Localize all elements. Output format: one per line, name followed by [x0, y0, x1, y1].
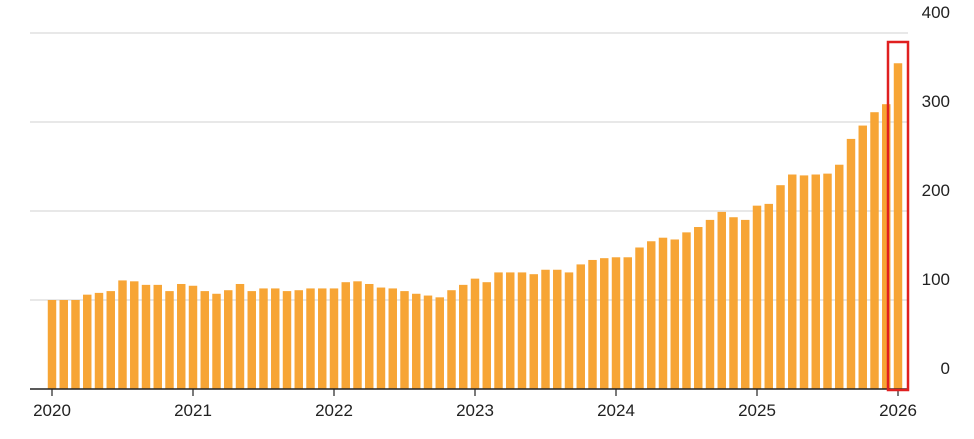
y-tick-label: 100 [922, 270, 950, 289]
y-tick-label: 0 [941, 359, 950, 378]
y-tick-label: 200 [922, 181, 950, 200]
bar [600, 258, 609, 389]
bar [870, 112, 879, 390]
bar [106, 291, 115, 389]
bar [212, 293, 221, 389]
bar [412, 293, 421, 389]
bar [611, 257, 621, 389]
bar [306, 288, 315, 389]
bar [177, 283, 186, 389]
bar [294, 290, 303, 389]
bar [764, 203, 773, 389]
bar [506, 272, 515, 389]
bar [811, 174, 820, 389]
x-tick-label: 2021 [174, 401, 212, 420]
y-tick-label: 400 [922, 3, 950, 22]
bar [165, 291, 174, 389]
bar [705, 219, 715, 389]
bar [576, 264, 585, 389]
bar [200, 291, 209, 389]
bar [564, 272, 574, 389]
bar [529, 274, 538, 389]
bar [83, 294, 92, 389]
bar [717, 211, 726, 389]
bar [423, 295, 433, 389]
bar [224, 290, 233, 389]
bar [118, 280, 127, 389]
bar [741, 219, 750, 389]
x-tick-label: 2025 [738, 401, 776, 420]
bar [153, 284, 162, 389]
bar [517, 272, 527, 389]
bar [882, 104, 891, 389]
bar [858, 125, 867, 389]
bar [635, 247, 644, 389]
bar [247, 291, 256, 389]
bar [388, 288, 397, 389]
bar [588, 259, 597, 389]
bar [329, 288, 339, 389]
bar [271, 288, 280, 389]
bar [776, 185, 785, 389]
bar [682, 232, 691, 389]
x-tick-label: 2026 [879, 401, 917, 420]
bar [400, 291, 409, 389]
bar [376, 287, 386, 389]
bar [729, 217, 738, 389]
x-tick-label: 2020 [33, 401, 71, 420]
bar [459, 284, 468, 389]
bar [47, 300, 57, 389]
bar [623, 257, 632, 389]
x-tick-label: 2023 [456, 401, 494, 420]
bar [353, 281, 362, 389]
bar [435, 297, 444, 389]
bar [447, 290, 456, 389]
bar [259, 288, 268, 389]
bar [282, 291, 292, 389]
bar [141, 284, 151, 389]
bar [553, 269, 562, 389]
bar [494, 272, 503, 389]
bar [470, 278, 480, 389]
x-tick-label: 2024 [597, 401, 635, 420]
x-tick-label: 2022 [315, 401, 353, 420]
bar [823, 173, 832, 389]
bar [482, 282, 491, 389]
bar [59, 300, 68, 389]
bar [694, 227, 703, 389]
bar [235, 283, 245, 389]
bar [799, 175, 809, 389]
highlight-box [886, 40, 910, 392]
bar [893, 63, 903, 389]
bar [752, 205, 762, 389]
bar [846, 138, 856, 389]
y-tick-label: 300 [922, 92, 950, 111]
bar [788, 174, 797, 389]
bar [341, 282, 350, 389]
bar [670, 239, 679, 389]
bar [71, 300, 80, 389]
bar [835, 164, 844, 389]
bar [647, 241, 656, 389]
bar [318, 288, 327, 389]
bar [541, 269, 550, 389]
bar [658, 237, 668, 389]
bar [94, 292, 104, 389]
bar [365, 283, 374, 389]
bar [188, 285, 198, 389]
bar [130, 281, 139, 389]
